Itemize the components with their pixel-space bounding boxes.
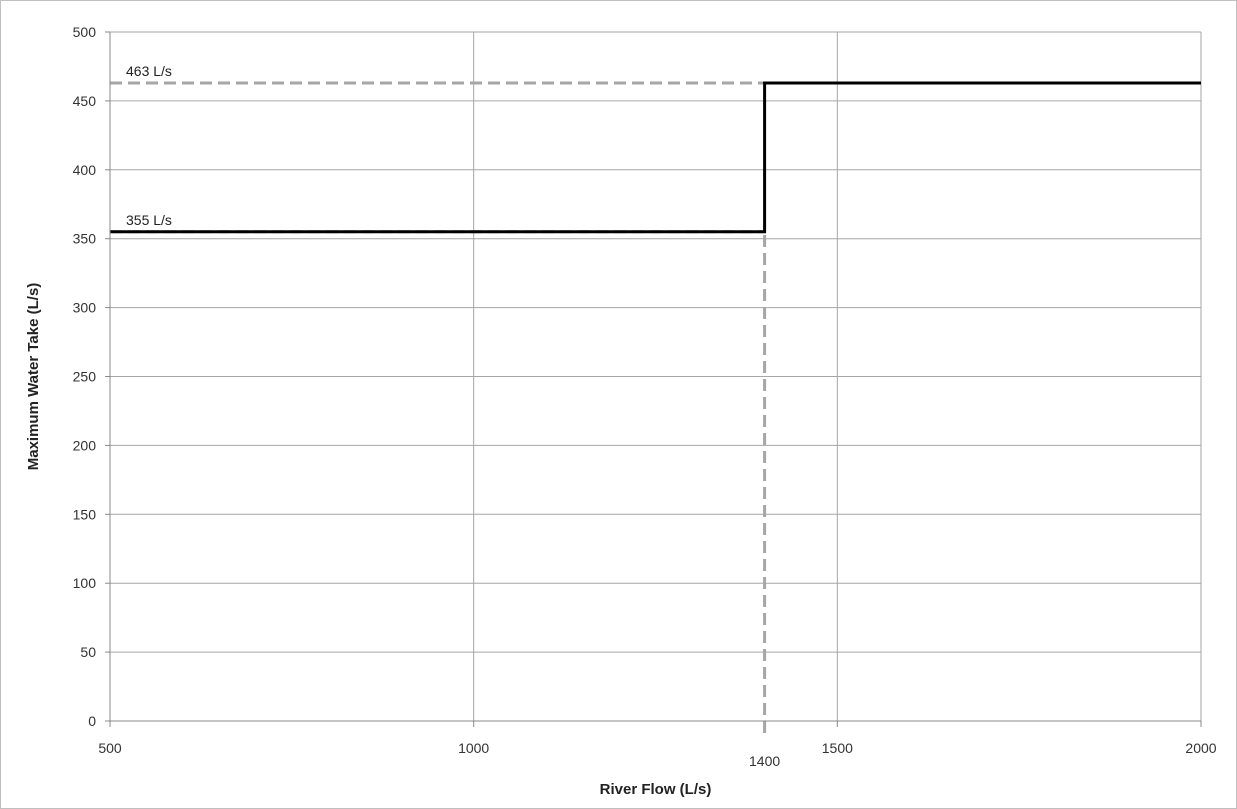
- y-tick-label: 250: [73, 369, 97, 385]
- y-tick-label: 0: [88, 713, 96, 729]
- y-tick-label: 200: [73, 437, 97, 453]
- y-tick-label: 50: [80, 644, 96, 660]
- axes-group: [105, 31, 1202, 727]
- y-tick-label: 500: [73, 24, 97, 40]
- x-tick-label: 1500: [822, 740, 853, 756]
- x-tick-label: 2000: [1185, 740, 1216, 756]
- series-group: [110, 81, 1201, 234]
- y-tick-label: 100: [73, 575, 97, 591]
- step-series-line: [110, 81, 1201, 234]
- labels-group: 0 50 100 150 200 250 300 350 400 450 500 500 1000 150…: [73, 24, 1217, 769]
- grid-lines: [110, 31, 1202, 721]
- y-tick-label: 400: [73, 162, 97, 178]
- x-tick-label: 500: [98, 740, 122, 756]
- value-annotation: 355 L/s: [126, 212, 172, 228]
- value-annotation: 463 L/s: [126, 63, 172, 79]
- reference-lines: [110, 81, 767, 733]
- y-tick-label: 150: [73, 506, 97, 522]
- y-tick-label: 350: [73, 231, 97, 247]
- y-tick-label: 450: [73, 93, 97, 109]
- y-axis-title: Maximum Water Take (L/s): [25, 283, 42, 471]
- x-axis-title: River Flow (L/s): [600, 781, 712, 798]
- y-tick-label: 300: [73, 300, 97, 316]
- x-extra-tick-label: 1400: [749, 753, 780, 769]
- x-tick-label: 1000: [458, 740, 489, 756]
